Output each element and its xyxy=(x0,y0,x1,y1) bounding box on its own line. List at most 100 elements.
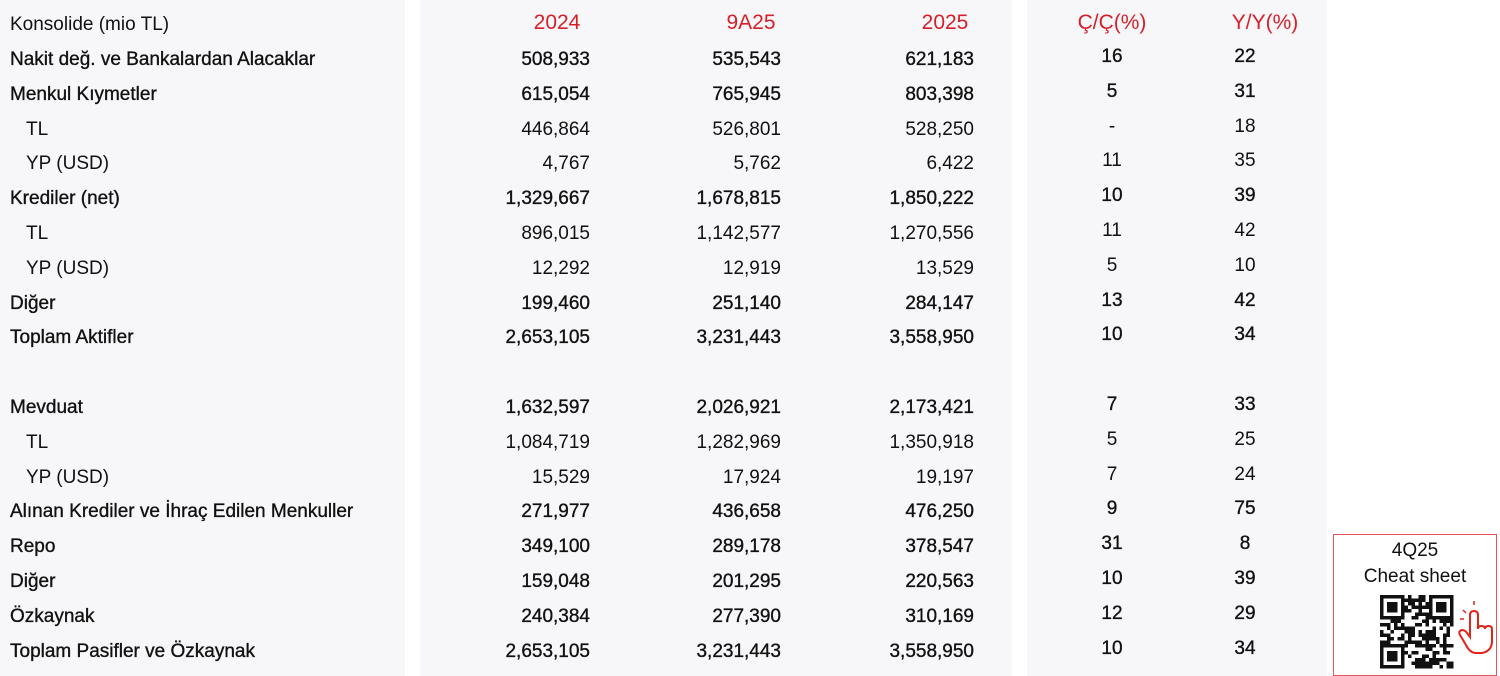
qr-module xyxy=(1432,654,1436,658)
qr-module xyxy=(1411,602,1415,606)
cell-value: 1,678,815 xyxy=(696,188,781,210)
qr-module xyxy=(1446,651,1450,655)
qr-module xyxy=(1446,661,1450,665)
qr-module xyxy=(1394,654,1398,658)
qr-module xyxy=(1390,665,1394,669)
cell-value: 446,864 xyxy=(521,118,590,140)
cell-value: 1,142,577 xyxy=(696,223,781,244)
qr-module xyxy=(1432,633,1436,637)
qr-module xyxy=(1443,651,1447,655)
cell-value: 7 xyxy=(1106,394,1118,415)
qr-module xyxy=(1380,598,1384,602)
values-panel xyxy=(420,0,1012,676)
qr-module xyxy=(1387,633,1391,637)
cell-value: 24 xyxy=(1234,463,1256,485)
qr-module xyxy=(1401,612,1405,616)
qr-module xyxy=(1422,619,1426,623)
qr-module xyxy=(1446,616,1450,620)
qr-module xyxy=(1425,605,1429,609)
qr-module xyxy=(1380,609,1384,613)
qr-module xyxy=(1418,623,1422,627)
cell-value: 34 xyxy=(1234,637,1256,659)
row-label: TL xyxy=(26,223,49,244)
qr-module xyxy=(1436,602,1440,606)
header-cell: 2025 xyxy=(921,11,969,34)
qr-module xyxy=(1429,612,1433,616)
qr-module xyxy=(1429,595,1433,599)
qr-module xyxy=(1390,637,1394,641)
qr-module xyxy=(1425,637,1429,641)
qr-module xyxy=(1450,665,1454,669)
qr-module xyxy=(1432,651,1436,655)
qr-module xyxy=(1380,616,1384,620)
cell-value: 1,084,719 xyxy=(505,431,590,453)
qr-module xyxy=(1432,658,1436,662)
row-label: YP (USD) xyxy=(26,466,110,488)
cell-value: 16 xyxy=(1101,46,1123,67)
qr-module xyxy=(1446,595,1450,599)
qr-module xyxy=(1401,626,1405,630)
qr-module xyxy=(1422,637,1426,641)
qr-module xyxy=(1390,595,1394,599)
qr-code xyxy=(1380,595,1493,669)
qr-module xyxy=(1446,626,1450,630)
qr-module xyxy=(1446,630,1450,634)
qr-module xyxy=(1387,640,1391,644)
cell-value: 13 xyxy=(1101,289,1123,311)
cell-value: 535,543 xyxy=(712,49,781,70)
qr-module xyxy=(1380,651,1384,655)
cell-value: 271,977 xyxy=(521,501,590,523)
qr-module xyxy=(1436,595,1440,599)
qr-module xyxy=(1446,644,1450,648)
cell-value: 4,767 xyxy=(542,153,590,175)
qr-module xyxy=(1425,665,1429,669)
qr-module xyxy=(1422,665,1426,669)
qr-module xyxy=(1432,637,1436,641)
qr-module xyxy=(1390,609,1394,613)
cell-value: 5 xyxy=(1106,80,1118,102)
qr-module xyxy=(1422,644,1426,648)
qr-module xyxy=(1422,661,1426,665)
cheat-sheet-badge[interactable]: 4Q25 Cheat sheet xyxy=(1333,534,1497,676)
cell-value: 436,658 xyxy=(712,501,781,523)
qr-module xyxy=(1418,630,1422,634)
qr-module xyxy=(1397,595,1401,599)
qr-module xyxy=(1404,644,1408,648)
qr-module xyxy=(1404,626,1408,630)
cell-value: 3,231,443 xyxy=(696,327,781,349)
qr-module xyxy=(1390,658,1394,662)
qr-module xyxy=(1436,658,1440,662)
cell-value: 6,422 xyxy=(926,153,974,175)
cell-value: 10 xyxy=(1101,185,1123,207)
qr-module xyxy=(1425,644,1429,648)
qr-module xyxy=(1429,602,1433,606)
cell-value: 765,945 xyxy=(712,83,781,105)
qr-module xyxy=(1450,609,1454,613)
label-panel xyxy=(0,0,405,676)
qr-module xyxy=(1383,595,1387,599)
qr-module xyxy=(1415,651,1419,655)
qr-module xyxy=(1408,654,1412,658)
qr-module xyxy=(1404,640,1408,644)
qr-module xyxy=(1387,623,1391,627)
cell-value: 251,140 xyxy=(712,292,781,314)
qr-module xyxy=(1408,640,1412,644)
cell-value: 2,653,105 xyxy=(505,327,590,349)
qr-module xyxy=(1390,654,1394,658)
qr-module xyxy=(1425,602,1429,606)
qr-module xyxy=(1418,658,1422,662)
row-label: Repo xyxy=(10,536,56,558)
cell-value: 17,924 xyxy=(722,466,781,488)
qr-module xyxy=(1401,595,1405,599)
qr-module xyxy=(1450,595,1454,599)
cell-value: 3,558,950 xyxy=(889,640,974,662)
qr-module xyxy=(1401,616,1405,620)
qr-module xyxy=(1418,640,1422,644)
qr-module xyxy=(1390,630,1394,634)
qr-module xyxy=(1411,598,1415,602)
qr-module xyxy=(1439,644,1443,648)
qr-module xyxy=(1380,602,1384,606)
qr-module xyxy=(1401,644,1405,648)
qr-module xyxy=(1439,595,1443,599)
qr-module xyxy=(1411,640,1415,644)
